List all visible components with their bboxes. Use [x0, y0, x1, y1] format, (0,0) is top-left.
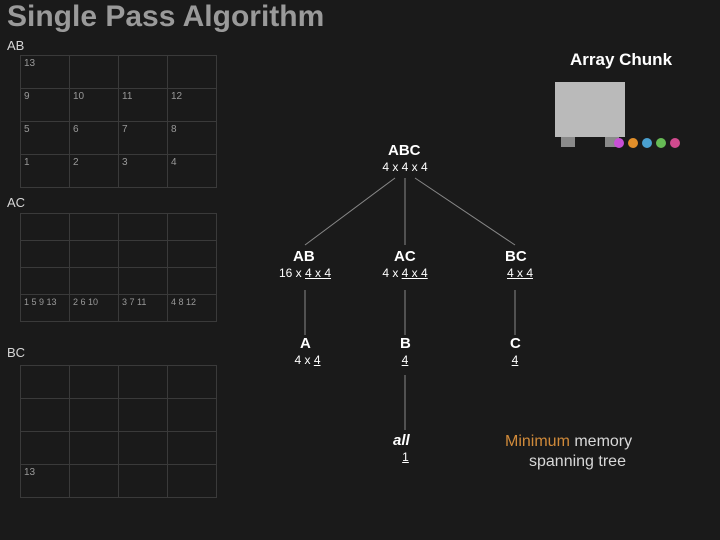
title-text: Single Pass Algorithm — [7, 0, 324, 33]
node-ab-dim: 16 x 4 x 4 — [265, 266, 345, 280]
ab-grid: 13 9101112 5678 1234 — [20, 55, 217, 188]
ac-grid: 1 5 9 132 6 103 7 114 8 12 — [20, 213, 217, 322]
dot-4 — [670, 138, 680, 148]
bc-grid: 13 — [20, 365, 217, 498]
node-b-dim: 4 — [395, 353, 415, 367]
ac-label: AC — [7, 195, 25, 210]
array-chunk-label: Array Chunk — [570, 50, 672, 70]
memory-rest: spanning tree — [529, 452, 626, 472]
node-c-dim: 4 — [505, 353, 525, 367]
node-a-label: A — [300, 335, 311, 352]
chunk-leg-1 — [561, 137, 575, 147]
dot-3 — [656, 138, 666, 148]
memory-hl: Minimum memory — [505, 433, 632, 450]
node-b-label: B — [400, 335, 411, 352]
ab-label: AB — [7, 38, 24, 53]
node-a-dim: 4 x 4 — [285, 353, 330, 367]
page-title: Single Pass Algorithm — [7, 0, 324, 34]
array-chunk-box — [555, 82, 625, 137]
dot-1 — [628, 138, 638, 148]
node-ac-label: AC — [394, 248, 416, 265]
node-ac-dim: 4 x 4 x 4 — [370, 266, 440, 280]
node-abc-dim: 4 x 4 x 4 — [370, 160, 440, 174]
bc-label: BC — [7, 345, 25, 360]
node-bc2-label: BC — [505, 248, 527, 265]
node-abc-label: ABC — [388, 142, 421, 159]
node-bc2-dim: 4 x 4 — [495, 266, 545, 280]
dot-2 — [642, 138, 652, 148]
memory-text: Minimum memory spanning tree — [505, 432, 632, 472]
dot-0 — [614, 138, 624, 148]
node-all-label: all — [393, 432, 410, 449]
node-all-dim: 1 — [398, 450, 413, 464]
node-c-label: C — [510, 335, 521, 352]
node-ab-label: AB — [293, 248, 315, 265]
